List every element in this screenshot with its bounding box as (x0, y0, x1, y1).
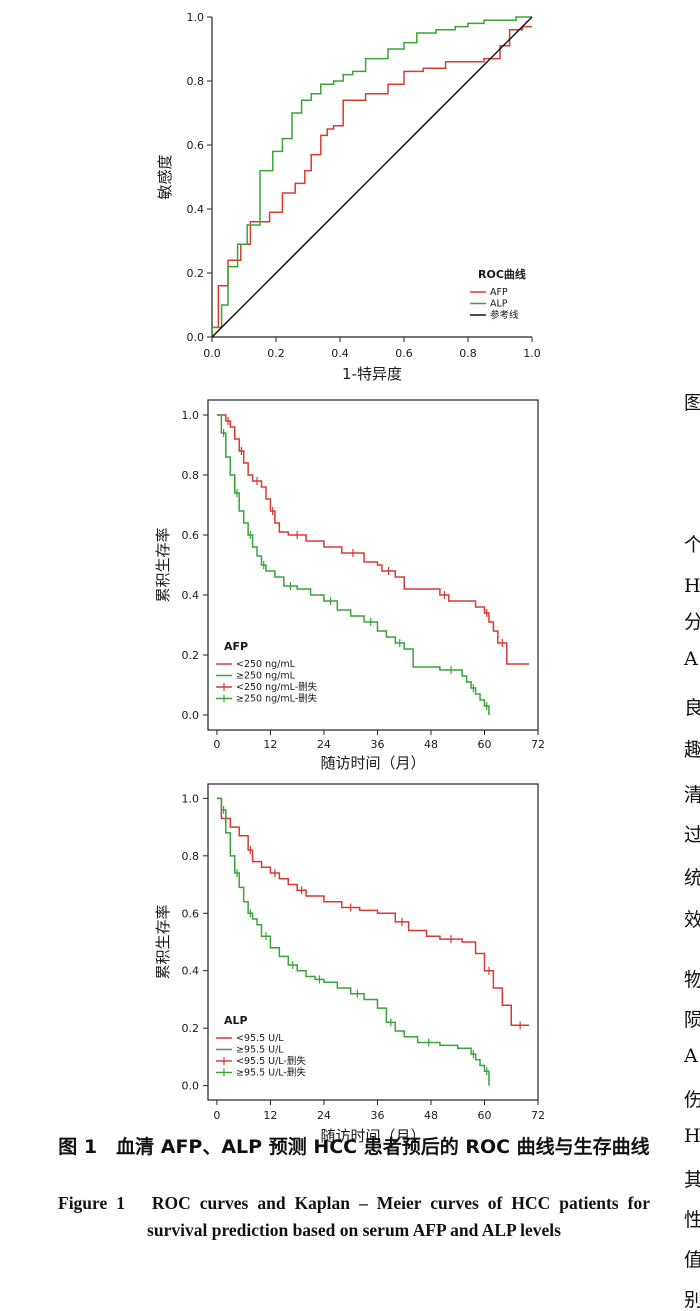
series-line-green (211, 16, 532, 337)
plot-frame (207, 399, 539, 731)
right-column-fragment: 趣 (684, 739, 700, 761)
y-tick-label: 0.4 (182, 965, 200, 978)
y-tick-label: 0.0 (182, 709, 200, 722)
legend-entry: <250 ng/mL (236, 659, 296, 670)
series-line-red (216, 797, 530, 1027)
legend-entry: ≥250 ng/mL-删失 (236, 693, 318, 705)
y-tick-label: 1.0 (187, 11, 205, 24)
y-tick-label: 0.8 (187, 75, 205, 88)
right-column-fragment: 性 (684, 1209, 700, 1231)
legend-entry: ≥95.5 U/L-删失 (236, 1067, 306, 1079)
y-tick-label: 0.0 (182, 1080, 200, 1093)
y-axis-label: 累积生存率 (154, 904, 172, 979)
legend-entry: <95.5 U/L (236, 1033, 284, 1044)
x-tick-label: 36 (370, 1109, 384, 1122)
plot-frame (207, 783, 539, 1101)
figure-caption-en: Figure 1 ROC curves and Kaplan – Meier c… (58, 1193, 650, 1240)
legend-entry: ALP (490, 299, 508, 310)
x-tick-label: 12 (263, 1109, 277, 1122)
x-tick-label: 0.4 (331, 347, 349, 360)
right-column-fragment: 图 (684, 392, 700, 414)
x-tick-label: 1.0 (523, 347, 541, 360)
right-column-fragment: 良 (684, 697, 700, 719)
right-column-fragment: 清 (684, 784, 700, 806)
y-tick-label: 0.2 (182, 649, 200, 662)
x-tick-label: 24 (317, 738, 331, 751)
x-tick-label: 0.0 (203, 347, 221, 360)
right-column-fragment: 个 (684, 534, 700, 556)
y-tick-label: 0.0 (187, 331, 205, 344)
y-tick-label: 0.6 (182, 529, 200, 542)
y-tick-label: 0.2 (182, 1022, 200, 1035)
right-column-fragment: 别 (684, 1289, 700, 1311)
x-axis-label: 随访时间（月） (320, 1127, 425, 1145)
series-line-black (211, 16, 533, 338)
x-tick-label: 72 (531, 738, 545, 751)
right-column-fragment: 其 (684, 1169, 700, 1191)
legend-entry: <95.5 U/L-删失 (236, 1055, 306, 1067)
x-axis-label: 随访时间（月） (320, 754, 425, 772)
x-tick-label: 48 (424, 738, 438, 751)
x-tick-label: 72 (531, 1109, 545, 1122)
x-axis-label: 1-特异度 (342, 365, 402, 383)
y-tick-label: 0.6 (182, 907, 200, 920)
right-column-fragment: 陨 (684, 1009, 700, 1031)
y-tick-label: 0.8 (182, 850, 200, 863)
right-column-fragment: H (684, 1125, 700, 1147)
right-column-fragment: 过 (684, 824, 700, 846)
legend-entry: ≥250 ng/mL (236, 671, 296, 682)
y-tick-label: 0.6 (187, 139, 205, 152)
right-column-fragment: 伤 (684, 1089, 700, 1111)
x-tick-label: 0.6 (395, 347, 413, 360)
right-column-fragment: 分 (684, 611, 700, 633)
legend-entry: 参考线 (490, 309, 519, 321)
x-tick-label: 60 (477, 1109, 491, 1122)
x-tick-label: 0 (213, 1109, 220, 1122)
series-line-red (216, 414, 530, 665)
right-column-fragment: H (684, 575, 700, 597)
x-tick-label: 0.8 (459, 347, 477, 360)
y-tick-label: 0.8 (182, 469, 200, 482)
right-column-fragment: 统 (684, 867, 700, 889)
y-tick-label: 0.4 (182, 589, 200, 602)
legend-entry: AFP (490, 287, 508, 298)
x-tick-label: 48 (424, 1109, 438, 1122)
km-afp-chart: 0.0 0.2 0.4 0.6 0.8 1.0 0 12 24 36 48 60 72 随访时间（月） 累积… (154, 399, 545, 772)
figure-caption-zh: 图 1 血清 AFP、ALP 预测 HCC 患者预后的 ROC 曲线与生存曲线 (58, 1136, 650, 1158)
legend-title: ROC曲线 (478, 267, 526, 281)
x-tick-label: 12 (263, 738, 277, 751)
series-line-red (211, 25, 532, 337)
x-tick-label: 24 (317, 1109, 331, 1122)
right-column-fragment: A (684, 1045, 698, 1067)
y-axis-label: 敏感度 (156, 154, 174, 199)
right-column-fragment: 值 (684, 1249, 700, 1271)
legend-entry: <250 ng/mL-删失 (236, 681, 318, 693)
x-tick-label: 0.2 (267, 347, 285, 360)
right-column-fragment: 物 (684, 969, 700, 991)
y-tick-label: 0.2 (187, 267, 205, 280)
series-line-green (216, 414, 490, 715)
km-alp-chart: 0.0 0.2 0.4 0.6 0.8 1.0 0 12 24 36 48 60 72 随访时间（月） 累积… (154, 783, 545, 1145)
legend-title: ALP (224, 1014, 248, 1027)
y-tick-label: 0.4 (187, 203, 205, 216)
x-tick-label: 60 (477, 738, 491, 751)
roc-chart: 0.0 0.2 0.4 0.6 0.8 1.0 0.0 0.2 0.4 0.6 0.8 1.0 1-特异… (156, 11, 541, 383)
y-axis-label: 累积生存率 (154, 527, 172, 602)
legend-title: AFP (224, 640, 248, 653)
legend-entry: ≥95.5 U/L (236, 1045, 284, 1056)
y-tick-label: 1.0 (182, 792, 200, 805)
x-tick-label: 0 (213, 738, 220, 751)
series-line-green (216, 797, 490, 1086)
x-tick-label: 36 (370, 738, 384, 751)
right-column-fragment: 效 (684, 909, 700, 931)
right-column-fragment: A (684, 648, 698, 670)
y-tick-label: 1.0 (182, 409, 200, 422)
